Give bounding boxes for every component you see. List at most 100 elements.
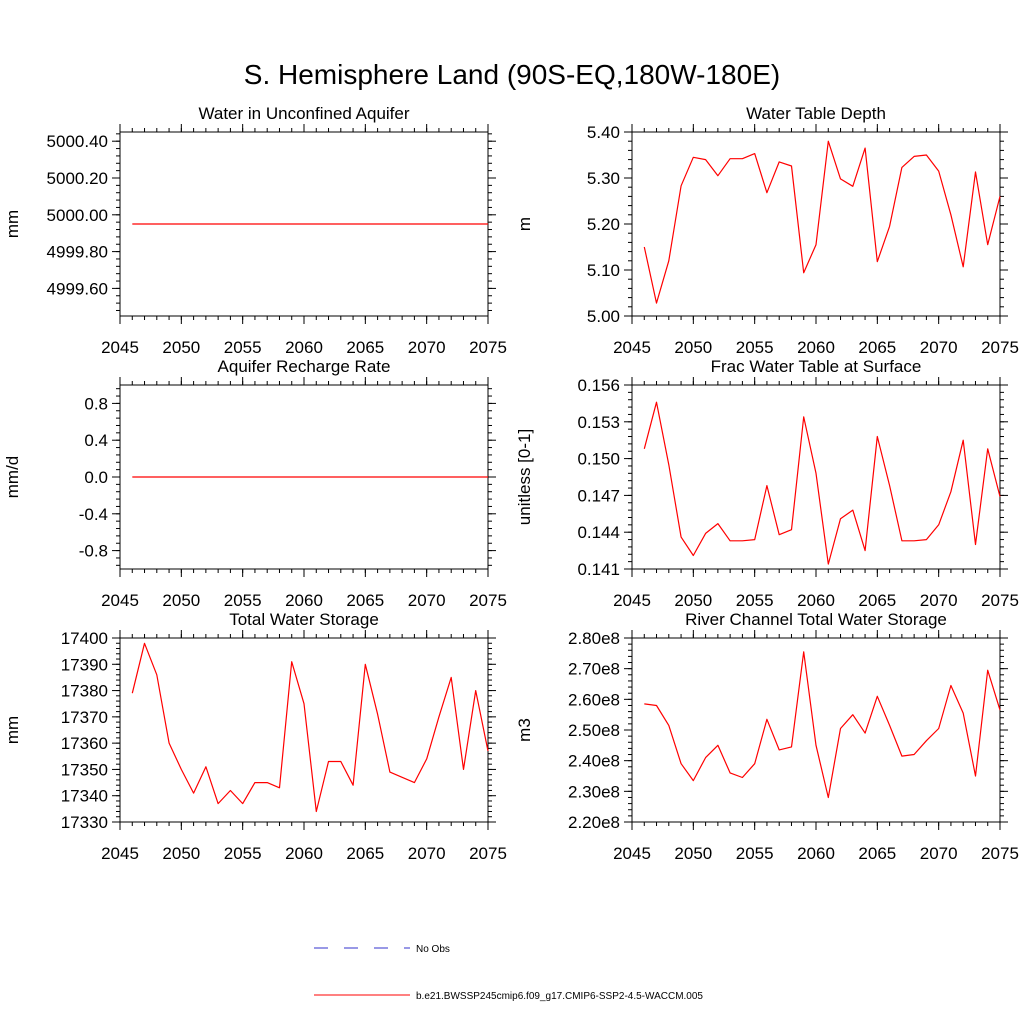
y-tick-label: 2.60e8 — [568, 690, 620, 709]
x-tick-label: 2055 — [736, 338, 774, 357]
y-tick-label: 4999.80 — [47, 243, 108, 262]
chart-panel: River Channel Total Water Storage m3 2.20e… — [515, 610, 1019, 863]
x-tick-label: 2070 — [920, 591, 958, 610]
x-tick-label: 2060 — [285, 591, 323, 610]
series-line — [643, 140, 1001, 304]
y-axis-label: m3 — [515, 718, 534, 742]
x-tick-label: 2075 — [981, 338, 1019, 357]
x-tick-label: 2045 — [101, 591, 139, 610]
plot-frame — [631, 131, 1001, 317]
x-tick-label: 2065 — [858, 338, 896, 357]
y-tick-label: 5.30 — [587, 169, 620, 188]
y-tick-label: 0.0 — [84, 468, 108, 487]
x-tick-label: 2060 — [797, 338, 835, 357]
legend: No Obs b.e21.BWSSP245cmip6.f09_g17.CMIP6… — [314, 944, 703, 1002]
x-tick-label: 2045 — [613, 844, 651, 863]
y-tick-label: 0.4 — [84, 431, 108, 450]
x-tick-label: 2060 — [797, 844, 835, 863]
x-tick-label: 2065 — [858, 844, 896, 863]
y-tick-label: 2.30e8 — [568, 782, 620, 801]
x-tick-label: 2045 — [101, 338, 139, 357]
x-tick-label: 2065 — [346, 591, 384, 610]
x-tick-label: 2050 — [162, 338, 200, 357]
y-axis-label: mm/d — [3, 456, 22, 499]
y-tick-label: 0.147 — [577, 486, 620, 505]
chart-title: River Channel Total Water Storage — [685, 610, 947, 629]
y-axis-label: unitless [0-1] — [515, 429, 534, 525]
x-tick-label: 2055 — [224, 591, 262, 610]
x-tick-label: 2065 — [346, 844, 384, 863]
y-axis-label: mm — [3, 210, 22, 238]
series-line — [131, 642, 489, 813]
chart-panel: Water in Unconfined Aquifer mm 4999.60 4999… — [3, 104, 507, 357]
x-tick-label: 2055 — [224, 338, 262, 357]
x-tick-label: 2075 — [981, 844, 1019, 863]
chart-title: Frac Water Table at Surface — [711, 357, 922, 376]
x-tick-label: 2075 — [469, 591, 507, 610]
y-tick-label: 2.50e8 — [568, 721, 620, 740]
series-line — [644, 651, 1001, 799]
y-tick-label: 0.150 — [577, 450, 620, 469]
chart-panel: Aquifer Recharge Rate mm/d -0.8 -0.4 0.0 0.4 0… — [3, 357, 507, 610]
x-tick-label: 2070 — [920, 338, 958, 357]
y-tick-label: 2.80e8 — [568, 629, 620, 648]
plot-frame — [119, 637, 489, 823]
x-tick-label: 2060 — [285, 844, 323, 863]
y-tick-label: 5000.40 — [47, 132, 108, 151]
legend-model-label: b.e21.BWSSP245cmip6.f09_g17.CMIP6-SSP2-4… — [416, 991, 703, 1002]
x-tick-label: 2050 — [162, 591, 200, 610]
x-tick-label: 2050 — [674, 591, 712, 610]
x-tick-label: 2075 — [469, 844, 507, 863]
y-tick-label: 17350 — [61, 760, 108, 779]
x-tick-label: 2045 — [101, 844, 139, 863]
x-tick-label: 2045 — [613, 338, 651, 357]
x-tick-label: 2050 — [674, 844, 712, 863]
x-tick-label: 2055 — [736, 844, 774, 863]
y-tick-label: 4999.60 — [47, 279, 108, 298]
x-tick-label: 2070 — [920, 844, 958, 863]
y-tick-label: 2.20e8 — [568, 813, 620, 832]
x-tick-label: 2070 — [408, 338, 446, 357]
x-tick-label: 2060 — [285, 338, 323, 357]
y-tick-label: 5.00 — [587, 307, 620, 326]
x-tick-label: 2060 — [797, 591, 835, 610]
page-title: S. Hemisphere Land (90S-EQ,180W-180E) — [244, 59, 780, 90]
y-tick-label: 17400 — [61, 629, 108, 648]
y-tick-label: -0.8 — [79, 542, 108, 561]
x-tick-label: 2055 — [736, 591, 774, 610]
y-tick-label: 5000.00 — [47, 206, 108, 225]
plot-frame — [631, 637, 1001, 823]
chart-title: Total Water Storage — [229, 610, 379, 629]
series-line — [643, 401, 1001, 565]
y-tick-label: 17380 — [61, 682, 108, 701]
x-tick-label: 2065 — [346, 338, 384, 357]
y-tick-label: 17360 — [61, 734, 108, 753]
y-tick-label: 0.153 — [577, 413, 620, 432]
y-tick-label: 2.70e8 — [568, 660, 620, 679]
y-axis-label: mm — [3, 716, 22, 744]
panel-grid: Water in Unconfined Aquifer mm 4999.60 4999… — [3, 104, 1019, 863]
x-tick-label: 2050 — [674, 338, 712, 357]
y-tick-label: 0.141 — [577, 560, 620, 579]
y-tick-label: 0.144 — [577, 523, 620, 542]
y-tick-label: 17340 — [61, 787, 108, 806]
y-tick-label: 2.40e8 — [568, 752, 620, 771]
chart-title: Aquifer Recharge Rate — [218, 357, 391, 376]
y-tick-label: 5.40 — [587, 123, 620, 142]
legend-obs-label: No Obs — [416, 944, 450, 955]
x-tick-label: 2055 — [224, 844, 262, 863]
x-tick-label: 2070 — [408, 591, 446, 610]
x-tick-label: 2075 — [981, 591, 1019, 610]
chart-panel: Total Water Storage mm 17330 17340 17350 1736… — [3, 610, 507, 863]
x-tick-label: 2045 — [613, 591, 651, 610]
x-tick-label: 2065 — [858, 591, 896, 610]
y-tick-label: 17390 — [61, 655, 108, 674]
y-axis-label: m — [515, 217, 534, 231]
x-tick-label: 2070 — [408, 844, 446, 863]
y-tick-label: -0.4 — [79, 505, 108, 524]
chart-title: Water Table Depth — [746, 104, 886, 123]
y-tick-label: 5000.20 — [47, 169, 108, 188]
y-tick-label: 0.8 — [84, 394, 108, 413]
y-tick-label: 5.20 — [587, 215, 620, 234]
